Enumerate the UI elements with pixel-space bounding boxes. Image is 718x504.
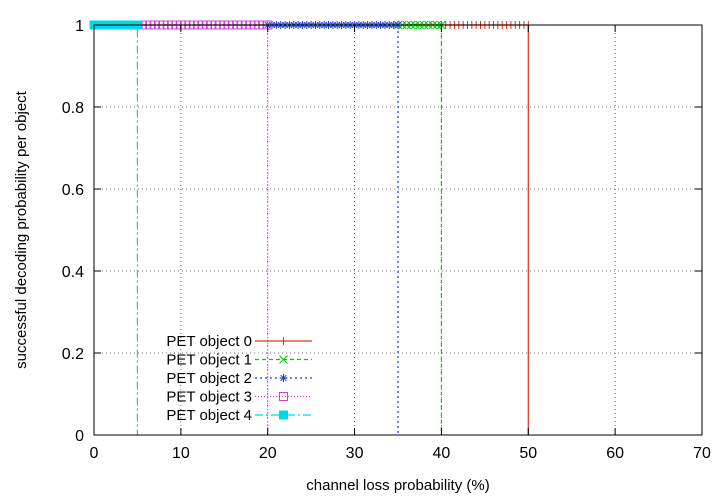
data-point-marker (279, 355, 288, 364)
y-tick-label: 0.2 (62, 346, 84, 363)
marker-stroke (280, 374, 287, 382)
legend-label: PET object 2 (166, 370, 252, 387)
marker-stroke (279, 410, 288, 420)
y-tick-label: 0 (75, 428, 84, 445)
x-tick-label: 40 (433, 445, 451, 462)
data-point-marker (279, 337, 288, 345)
legend-item: PET object 2 (166, 370, 312, 387)
y-axis-label: successful decoding probability per obje… (13, 90, 30, 368)
series-4 (94, 24, 139, 435)
y-tick-label: 0.6 (62, 182, 84, 199)
legend-item: PET object 0 (166, 333, 312, 350)
legend-item: PET object 4 (166, 407, 312, 424)
marker-stroke (279, 355, 288, 364)
x-tick-label: 60 (606, 445, 624, 462)
y-tick-label: 0.8 (62, 100, 84, 117)
x-tick-label: 0 (90, 445, 99, 462)
y-tick-label: 0.4 (62, 264, 84, 281)
series-line (94, 24, 529, 435)
data-point-marker (279, 410, 288, 420)
series-line (94, 24, 139, 435)
data-point-marker (279, 392, 288, 401)
data-point-marker (279, 374, 288, 382)
x-tick-label: 50 (519, 445, 537, 462)
series-0 (94, 24, 529, 435)
ticks-layer: 0 10 20 30 40 50 60 70 0 0.2 0.4 0.6 0.8 1 (62, 18, 711, 462)
x-tick-label: 10 (172, 445, 190, 462)
legend-label: PET object 0 (166, 333, 252, 350)
x-tick-label: 20 (259, 445, 277, 462)
y-tick-label: 1 (75, 18, 84, 35)
x-tick-label: 30 (346, 445, 364, 462)
legend-label: PET object 1 (166, 352, 252, 369)
legend-item: PET object 3 (166, 389, 312, 406)
plot-frame (93, 24, 703, 436)
legend-label: PET object 3 (166, 389, 252, 406)
marker-stroke (279, 392, 288, 401)
legend-label: PET object 4 (166, 407, 252, 424)
x-axis-label: channel loss probability (%) (306, 477, 489, 494)
series-layer (89, 20, 533, 435)
legend-item: PET object 1 (166, 352, 312, 369)
x-tick-label: 70 (693, 445, 711, 462)
